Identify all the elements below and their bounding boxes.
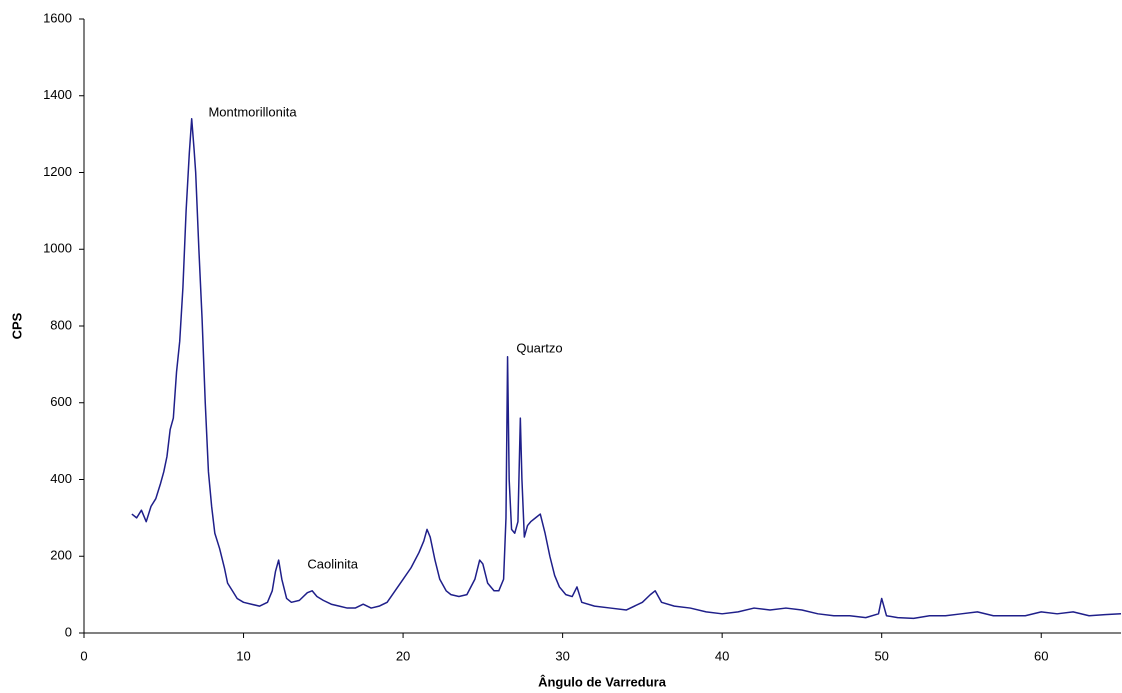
y-tick-label: 200 bbox=[50, 548, 72, 563]
x-tick-label: 10 bbox=[236, 648, 250, 663]
y-tick-label: 1000 bbox=[43, 241, 72, 256]
x-tick-label: 0 bbox=[80, 648, 87, 663]
x-tick-label: 60 bbox=[1034, 648, 1048, 663]
annotation: Montmorillonita bbox=[208, 104, 297, 119]
y-tick-label: 400 bbox=[50, 471, 72, 486]
y-tick-label: 1600 bbox=[43, 10, 72, 25]
annotation: Quartzo bbox=[516, 340, 562, 355]
data-line bbox=[131, 118, 1122, 620]
y-tick-label: 800 bbox=[50, 317, 72, 332]
y-tick-label: 600 bbox=[50, 394, 72, 409]
annotation: Caolinita bbox=[307, 557, 358, 572]
y-axis-title: CPS bbox=[9, 312, 24, 339]
x-tick-label: 40 bbox=[715, 648, 729, 663]
x-tick-label: 20 bbox=[396, 648, 410, 663]
y-tick-label: 0 bbox=[65, 624, 72, 639]
x-tick-label: 50 bbox=[874, 648, 888, 663]
x-tick-label: 30 bbox=[555, 648, 569, 663]
y-tick-label: 1400 bbox=[43, 87, 72, 102]
y-tick-label: 1200 bbox=[43, 164, 72, 179]
x-axis-title: Ângulo de Varredura bbox=[538, 674, 667, 689]
